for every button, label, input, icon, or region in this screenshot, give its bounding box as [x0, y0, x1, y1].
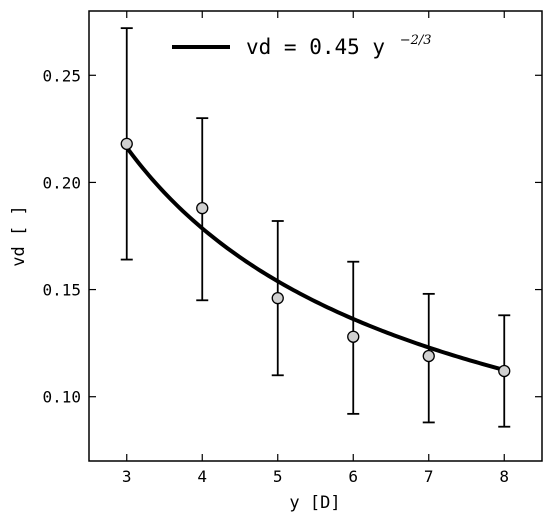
data-point	[196, 201, 209, 215]
y-tick-label: 0.25	[42, 66, 81, 85]
y-ticks: 0.10 0.15 0.20 0.25	[42, 66, 542, 407]
plot-frame	[88, 10, 543, 462]
x-tick-label: 6	[348, 467, 358, 486]
x-tick-label: 7	[424, 467, 434, 486]
data-points	[120, 137, 511, 378]
legend-label-text: vd = 0.45 y	[246, 35, 385, 59]
y-axis-title: vd [ ]	[9, 205, 29, 266]
x-tick-label: 4	[197, 467, 207, 486]
data-point	[498, 364, 511, 378]
data-point	[347, 330, 360, 343]
data-point	[120, 137, 133, 151]
fit-curve	[125, 146, 505, 372]
x-tick-label: 3	[122, 467, 132, 486]
legend-label-exponent: −2/3	[400, 33, 432, 48]
y-tick-label: 0.20	[42, 173, 81, 192]
data-point	[422, 349, 435, 363]
data-point	[271, 291, 284, 305]
legend: vd = 0.45 y −2/3	[172, 33, 432, 59]
y-tick-label: 0.10	[42, 388, 81, 407]
legend-label: vd = 0.45 y −2/3	[246, 33, 432, 59]
y-tick-label: 0.15	[42, 281, 81, 300]
x-tick-label: 5	[273, 467, 283, 486]
x-tick-label: 8	[499, 467, 509, 486]
x-ticks: 3 4 5 6 7 8	[122, 11, 509, 486]
x-axis-title: y [D]	[289, 493, 340, 513]
